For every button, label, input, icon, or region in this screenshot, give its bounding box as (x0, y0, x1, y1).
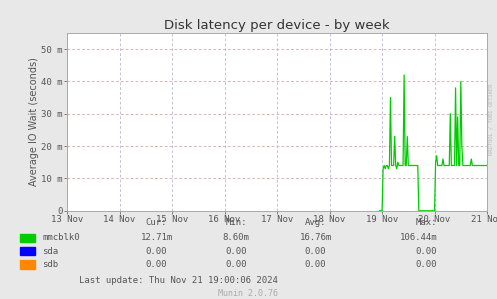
Text: 12.71m: 12.71m (141, 233, 172, 242)
Text: sda: sda (42, 247, 58, 256)
Text: mmcblk0: mmcblk0 (42, 233, 80, 242)
Text: 0.00: 0.00 (416, 260, 437, 269)
Text: 0.00: 0.00 (146, 260, 167, 269)
Text: Last update: Thu Nov 21 19:00:06 2024: Last update: Thu Nov 21 19:00:06 2024 (80, 276, 278, 285)
Text: 106.44m: 106.44m (400, 233, 437, 242)
Y-axis label: Average IO Wait (seconds): Average IO Wait (seconds) (29, 57, 39, 186)
Text: Cur:: Cur: (146, 218, 167, 227)
Text: 16.76m: 16.76m (300, 233, 331, 242)
Text: 0.00: 0.00 (225, 260, 247, 269)
Text: Max:: Max: (416, 218, 437, 227)
Text: Munin 2.0.76: Munin 2.0.76 (219, 289, 278, 298)
Text: 0.00: 0.00 (225, 247, 247, 256)
Text: sdb: sdb (42, 260, 58, 269)
Text: RRDTOOL / TOBI OETIKER: RRDTOOL / TOBI OETIKER (488, 84, 493, 155)
Text: 0.00: 0.00 (416, 247, 437, 256)
Title: Disk latency per device - by week: Disk latency per device - by week (165, 19, 390, 32)
Text: Min:: Min: (225, 218, 247, 227)
Text: 0.00: 0.00 (305, 260, 327, 269)
Text: 0.00: 0.00 (146, 247, 167, 256)
Text: 0.00: 0.00 (305, 247, 327, 256)
Text: Avg:: Avg: (305, 218, 327, 227)
Text: 8.60m: 8.60m (223, 233, 249, 242)
